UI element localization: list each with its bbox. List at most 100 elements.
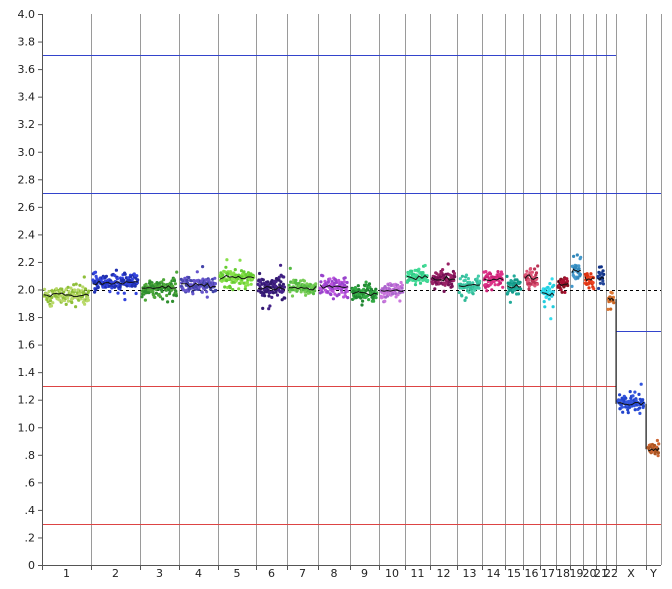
data-point <box>578 272 583 277</box>
data-point <box>418 281 423 285</box>
data-point <box>277 275 281 279</box>
y-tick-label: 1.8 <box>18 311 36 324</box>
data-point <box>565 277 569 281</box>
data-point <box>493 283 497 287</box>
segment-line <box>289 286 317 291</box>
data-point <box>476 274 480 278</box>
data-point <box>535 282 540 286</box>
data-point <box>579 255 583 259</box>
data-point <box>463 298 467 302</box>
chromosome-label: Y <box>649 567 657 580</box>
y-axis-ticks: 0 .2 .4 .6 .8 1.0 1.2 1.4 1.6 1.8 2.0 2.2 2.4 2.6 2.8 3… <box>18 8 42 572</box>
data-point <box>87 289 91 293</box>
data-point <box>266 288 270 293</box>
segment-line <box>571 268 582 273</box>
data-point <box>637 392 641 396</box>
data-point <box>288 266 292 270</box>
chromosome-label: 11 <box>411 567 425 580</box>
data-point <box>550 277 554 281</box>
data-point <box>633 390 637 394</box>
y-tick-label: .4 <box>25 504 36 517</box>
segment-line <box>257 285 286 291</box>
y-tick-label: .8 <box>25 449 36 462</box>
data-point <box>231 288 235 292</box>
data-point <box>72 283 76 287</box>
data-point <box>413 283 418 287</box>
data-point <box>518 280 522 284</box>
chromosome-label: 15 <box>507 567 521 580</box>
data-point <box>185 278 189 282</box>
grid-layer <box>91 14 662 565</box>
data-point <box>205 295 209 299</box>
data-point <box>134 291 138 296</box>
data-point <box>642 401 646 405</box>
data-point <box>290 294 295 298</box>
data-point <box>591 281 595 285</box>
data-point <box>305 282 309 286</box>
chromosome-label: 3 <box>156 567 163 580</box>
data-point <box>485 289 489 293</box>
data-point <box>361 299 365 303</box>
data-point <box>205 285 209 289</box>
data-point <box>167 292 172 296</box>
y-tick-label: .6 <box>25 476 36 489</box>
data-point <box>135 274 139 278</box>
data-point <box>551 290 556 294</box>
chromosome-label: 18 <box>556 567 570 580</box>
data-point <box>452 271 456 276</box>
data-point <box>225 258 229 262</box>
data-point <box>243 287 247 291</box>
data-point <box>450 284 454 288</box>
data-point <box>66 299 70 303</box>
data-point <box>230 277 235 281</box>
data-point <box>213 282 217 286</box>
segment-lines <box>43 268 660 452</box>
segment-line <box>219 274 255 280</box>
data-point <box>612 301 616 305</box>
data-point <box>433 287 437 291</box>
data-point <box>601 269 605 273</box>
segment-line <box>541 292 555 296</box>
data-point <box>496 270 500 274</box>
data-point <box>441 268 445 272</box>
data-point <box>297 281 301 285</box>
data-point <box>70 300 74 305</box>
data-point <box>508 300 512 304</box>
data-point <box>601 282 606 286</box>
chromosome-label: 12 <box>437 567 451 580</box>
data-point <box>93 270 98 274</box>
data-point <box>220 279 224 283</box>
data-point <box>60 287 64 291</box>
data-point <box>86 298 90 302</box>
data-point <box>261 278 265 282</box>
data-point <box>181 288 186 292</box>
data-point <box>229 270 233 274</box>
data-point <box>372 299 376 303</box>
data-point <box>110 286 114 290</box>
y-tick-label: 3.2 <box>18 118 36 131</box>
y-tick-label: 3.8 <box>18 36 36 49</box>
data-point <box>275 293 280 297</box>
data-point <box>446 283 451 287</box>
data-point <box>153 295 157 299</box>
data-point <box>543 305 547 309</box>
data-point <box>457 290 461 295</box>
data-point <box>400 283 404 287</box>
data-point <box>104 274 108 278</box>
data-point <box>527 287 531 291</box>
data-point <box>624 396 628 400</box>
data-point <box>638 406 642 410</box>
data-point <box>118 285 122 289</box>
data-point <box>460 274 464 278</box>
data-point <box>319 280 323 284</box>
chromosome-label: 19 <box>570 567 584 580</box>
data-point <box>161 297 165 301</box>
data-point <box>64 302 68 306</box>
data-point <box>311 292 316 296</box>
data-point <box>501 285 505 289</box>
data-point <box>552 283 556 287</box>
segment-line <box>43 292 90 298</box>
data-point <box>626 411 630 415</box>
chromosome-label: 1 <box>63 567 70 580</box>
data-point <box>147 291 151 295</box>
